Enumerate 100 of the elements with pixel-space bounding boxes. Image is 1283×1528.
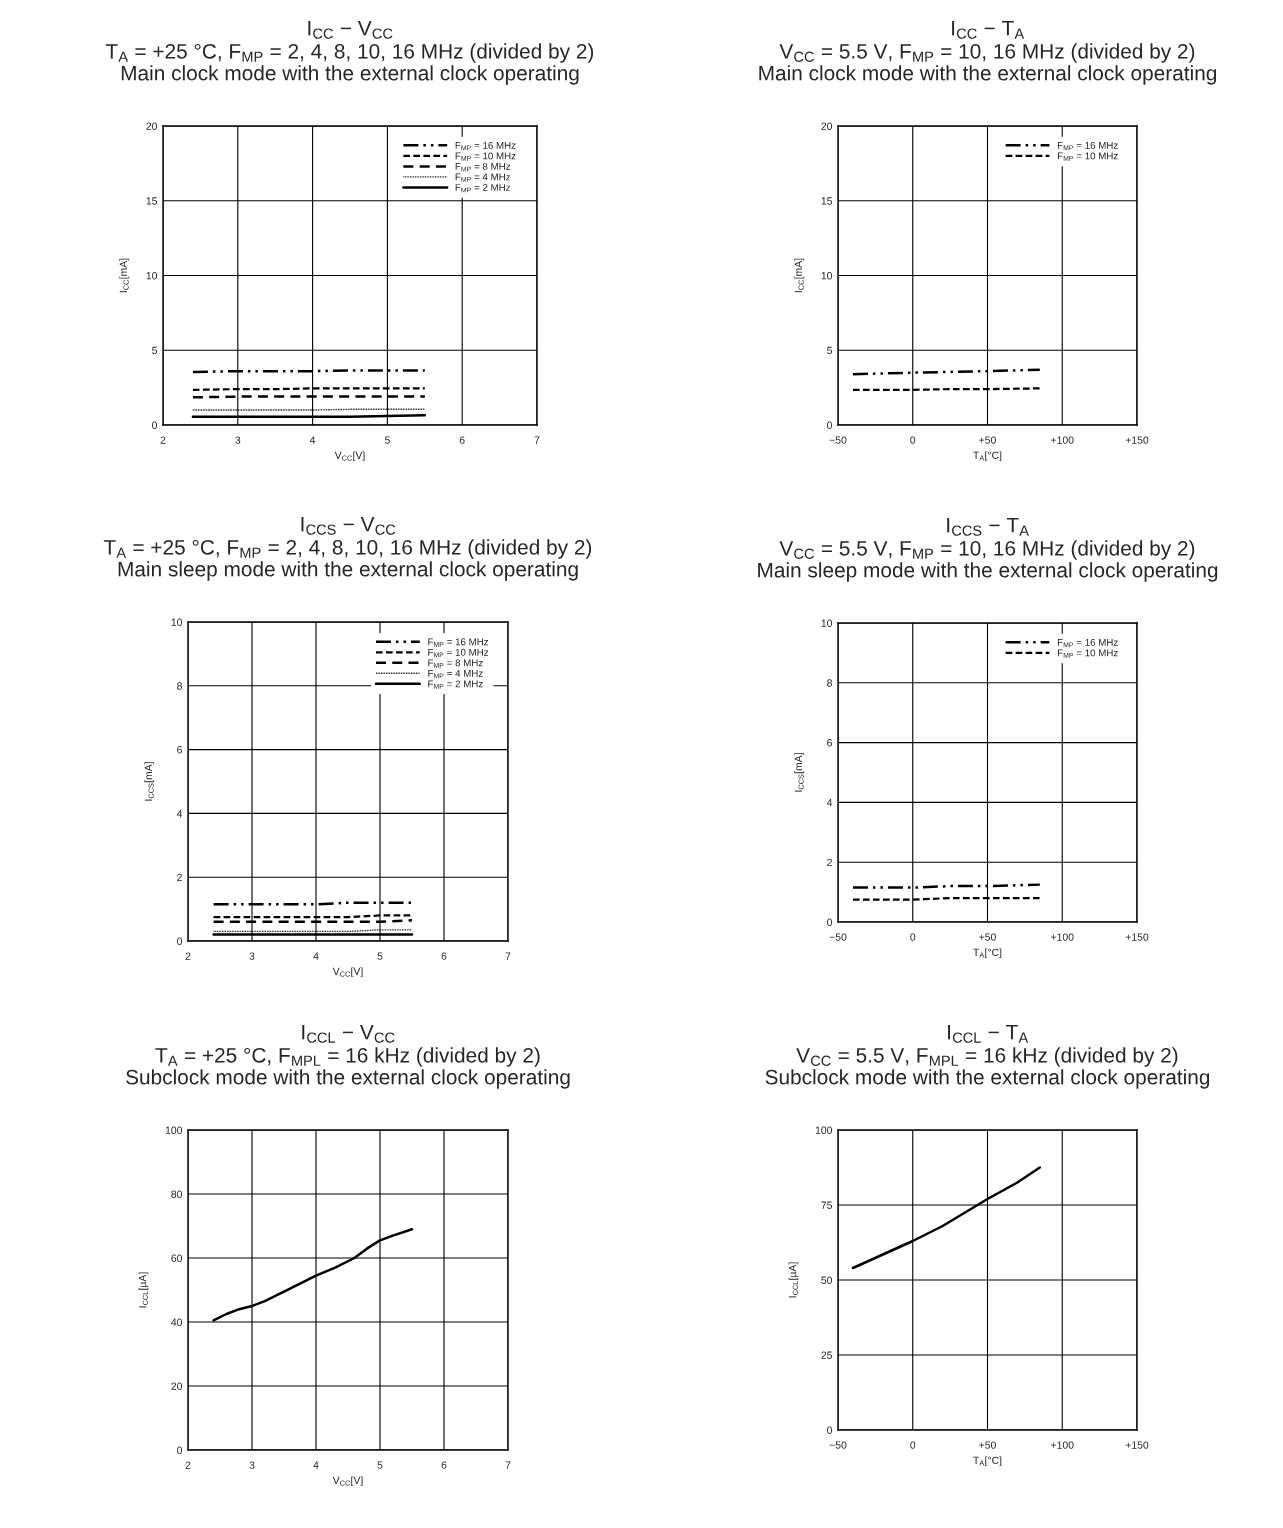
x-tick-label: +150: [1125, 1441, 1149, 1449]
y-tick-label: 0: [827, 918, 833, 926]
chart-title: I$_{CCS}$ − V$_{CC}$: [301, 517, 396, 535]
y-tick-label: 100: [165, 1126, 183, 1134]
x-tick-label: +100: [1051, 1441, 1074, 1449]
x-tick-label: 2: [160, 436, 166, 444]
x-tick-label: 5: [377, 1461, 383, 1469]
x-tick-label: +100: [1051, 436, 1074, 444]
x-tick-label: +100: [1051, 933, 1074, 941]
x-tick-label: +50: [979, 933, 996, 941]
chart-title: I$_{CC}$ − V$_{CC}$: [308, 21, 393, 39]
y-tick-label: 50: [821, 1276, 833, 1284]
x-tick-label: 0: [910, 1441, 916, 1449]
y-tick-label: 2: [827, 858, 832, 866]
chart-subtitle: T$_{A}$ = +25 °C, F$_{MP}$ = 2, 4, 8, 10, 16 MHz (divided by 2) Main clock mode with the external clock operating: [105, 43, 594, 85]
x-tick-label: 6: [441, 1461, 447, 1469]
x-tick-label: 3: [249, 952, 255, 960]
y-tick-label: 75: [821, 1201, 833, 1209]
y-tick-label: 15: [146, 197, 158, 205]
y-tick-label: 80: [171, 1190, 183, 1198]
y-axis-title: I$_{CCL}$[µA]: [138, 1272, 149, 1308]
chart-title: I$_{CC}$ − T$_{A}$: [952, 21, 1025, 39]
y-tick-label: 20: [821, 122, 833, 130]
x-tick-label: 6: [459, 436, 465, 444]
y-tick-label: 8: [827, 679, 832, 687]
x-tick-label: 2: [185, 952, 191, 960]
x-axis-title: T$_{A}$[°C]: [973, 451, 1002, 462]
chart-subtitle: V$_{CC}$ = 5.5 V, F$_{MPL}$ = 16 kHz (divided by 2) Subclock mode with the external clock operating: [765, 1047, 1210, 1089]
x-tick-label: 7: [505, 1461, 511, 1469]
legend-label: F$_{MP}$ = 8 MHz: [428, 659, 483, 668]
y-tick-label: 25: [821, 1351, 833, 1359]
y-tick-label: 10: [821, 272, 833, 280]
chart-subtitle: T$_{A}$ = +25 °C, F$_{MPL}$ = 16 kHz (divided by 2) Subclock mode with the external clock operating: [126, 1047, 570, 1089]
x-axis-title: V$_{CC}$[V]: [332, 967, 363, 978]
y-tick-label: 6: [177, 746, 182, 754]
x-tick-label: 0: [910, 933, 916, 941]
y-axis-title: I$_{CCL}$[µA]: [788, 1262, 799, 1298]
y-tick-label: 4: [176, 810, 183, 818]
x-axis-title: T$_{A}$[°C]: [973, 1456, 1002, 1467]
y-tick-label: 10: [171, 618, 183, 626]
y-tick-label: 40: [171, 1318, 183, 1326]
y-tick-label: 100: [815, 1126, 833, 1134]
y-axis-title: I$_{CC}$[mA]: [119, 258, 130, 293]
y-tick-label: 0: [177, 1446, 183, 1454]
x-tick-label: +50: [979, 436, 996, 444]
x-tick-label: 2: [185, 1461, 191, 1469]
y-tick-label: 10: [146, 272, 158, 280]
x-tick-label: −50: [829, 1441, 847, 1449]
chart-subtitle: V$_{CC}$ = 5.5 V, F$_{MP}$ = 10, 16 MHz (divided by 2) Main clock mode with the external clock operating: [759, 43, 1217, 85]
x-tick-label: −50: [829, 933, 847, 941]
y-tick-label: 2: [177, 873, 182, 881]
y-tick-label: 20: [146, 122, 158, 130]
legend-label: F$_{MP}$ = 4 MHz: [455, 173, 511, 182]
y-axis-title: I$_{CCS}$[mA]: [144, 762, 155, 801]
legend-label: F$_{MP}$ = 10 MHz: [428, 648, 489, 658]
y-tick-label: 15: [821, 197, 833, 205]
x-tick-label: 3: [235, 436, 241, 444]
x-tick-label: 0: [910, 436, 916, 444]
y-tick-label: 5: [152, 346, 158, 355]
legend-label: F$_{MP}$ = 10 MHz: [1057, 649, 1118, 658]
y-axis-title: I$_{CC}$[mA]: [794, 258, 805, 293]
legend-label: F$_{MP}$ = 10 MHz: [1057, 152, 1118, 161]
x-tick-label: 6: [441, 952, 447, 960]
y-tick-label: 0: [152, 421, 158, 429]
y-tick-label: 8: [177, 682, 182, 690]
x-tick-label: 4: [313, 952, 319, 960]
x-tick-label: 7: [505, 952, 511, 960]
legend-label: F$_{MP}$ = 10 MHz: [455, 152, 516, 161]
legend-label: F$_{MP}$ = 16 MHz: [1057, 141, 1118, 151]
legend-label: F$_{MP}$ = 4 MHz: [428, 670, 483, 679]
x-tick-label: +150: [1125, 933, 1149, 941]
x-tick-label: +150: [1125, 436, 1149, 444]
y-tick-label: 0: [827, 421, 833, 429]
legend-label: F$_{MP}$ = 8 MHz: [455, 162, 511, 172]
y-tick-label: 6: [827, 739, 832, 747]
x-tick-label: 4: [309, 436, 316, 444]
y-tick-label: 60: [171, 1254, 183, 1262]
x-axis-title: V$_{CC}$[V]: [334, 451, 365, 462]
x-tick-label: 3: [249, 1461, 255, 1469]
x-tick-label: −50: [829, 436, 847, 444]
chart-title: I$_{CCS}$ − T$_{A}$: [947, 518, 1029, 536]
legend-label: F$_{MP}$ = 16 MHz: [455, 141, 516, 151]
x-axis-title: V$_{CC}$[V]: [332, 1476, 363, 1487]
y-tick-label: 4: [826, 799, 833, 807]
legend-label: F$_{MP}$ = 16 MHz: [428, 638, 489, 647]
x-tick-label: 7: [534, 436, 540, 444]
x-tick-label: +50: [979, 1441, 996, 1449]
legend-label: F$_{MP}$ = 2 MHz: [428, 680, 483, 689]
legend-label: F$_{MP}$ = 16 MHz: [1057, 638, 1118, 648]
y-tick-label: 5: [827, 346, 833, 355]
chart-title: I$_{CCL}$ − T$_{A}$: [948, 1025, 1029, 1043]
chart-subtitle: T$_{A}$ = +25 °C, F$_{MP}$ = 2, 4, 8, 10, 16 MHz (divided by 2) Main sleep mode with the external clock operating: [103, 539, 592, 581]
y-axis-title: I$_{CCS}$[mA]: [794, 753, 805, 792]
x-tick-label: 5: [384, 436, 390, 444]
chart-title: I$_{CCL}$ − V$_{CC}$: [302, 1025, 395, 1043]
legend-label: F$_{MP}$ = 2 MHz: [455, 184, 511, 193]
y-tick-label: 0: [827, 1426, 833, 1434]
y-tick-label: 20: [171, 1382, 183, 1390]
x-axis-title: T$_{A}$[°C]: [973, 948, 1002, 959]
y-tick-label: 10: [821, 619, 833, 627]
